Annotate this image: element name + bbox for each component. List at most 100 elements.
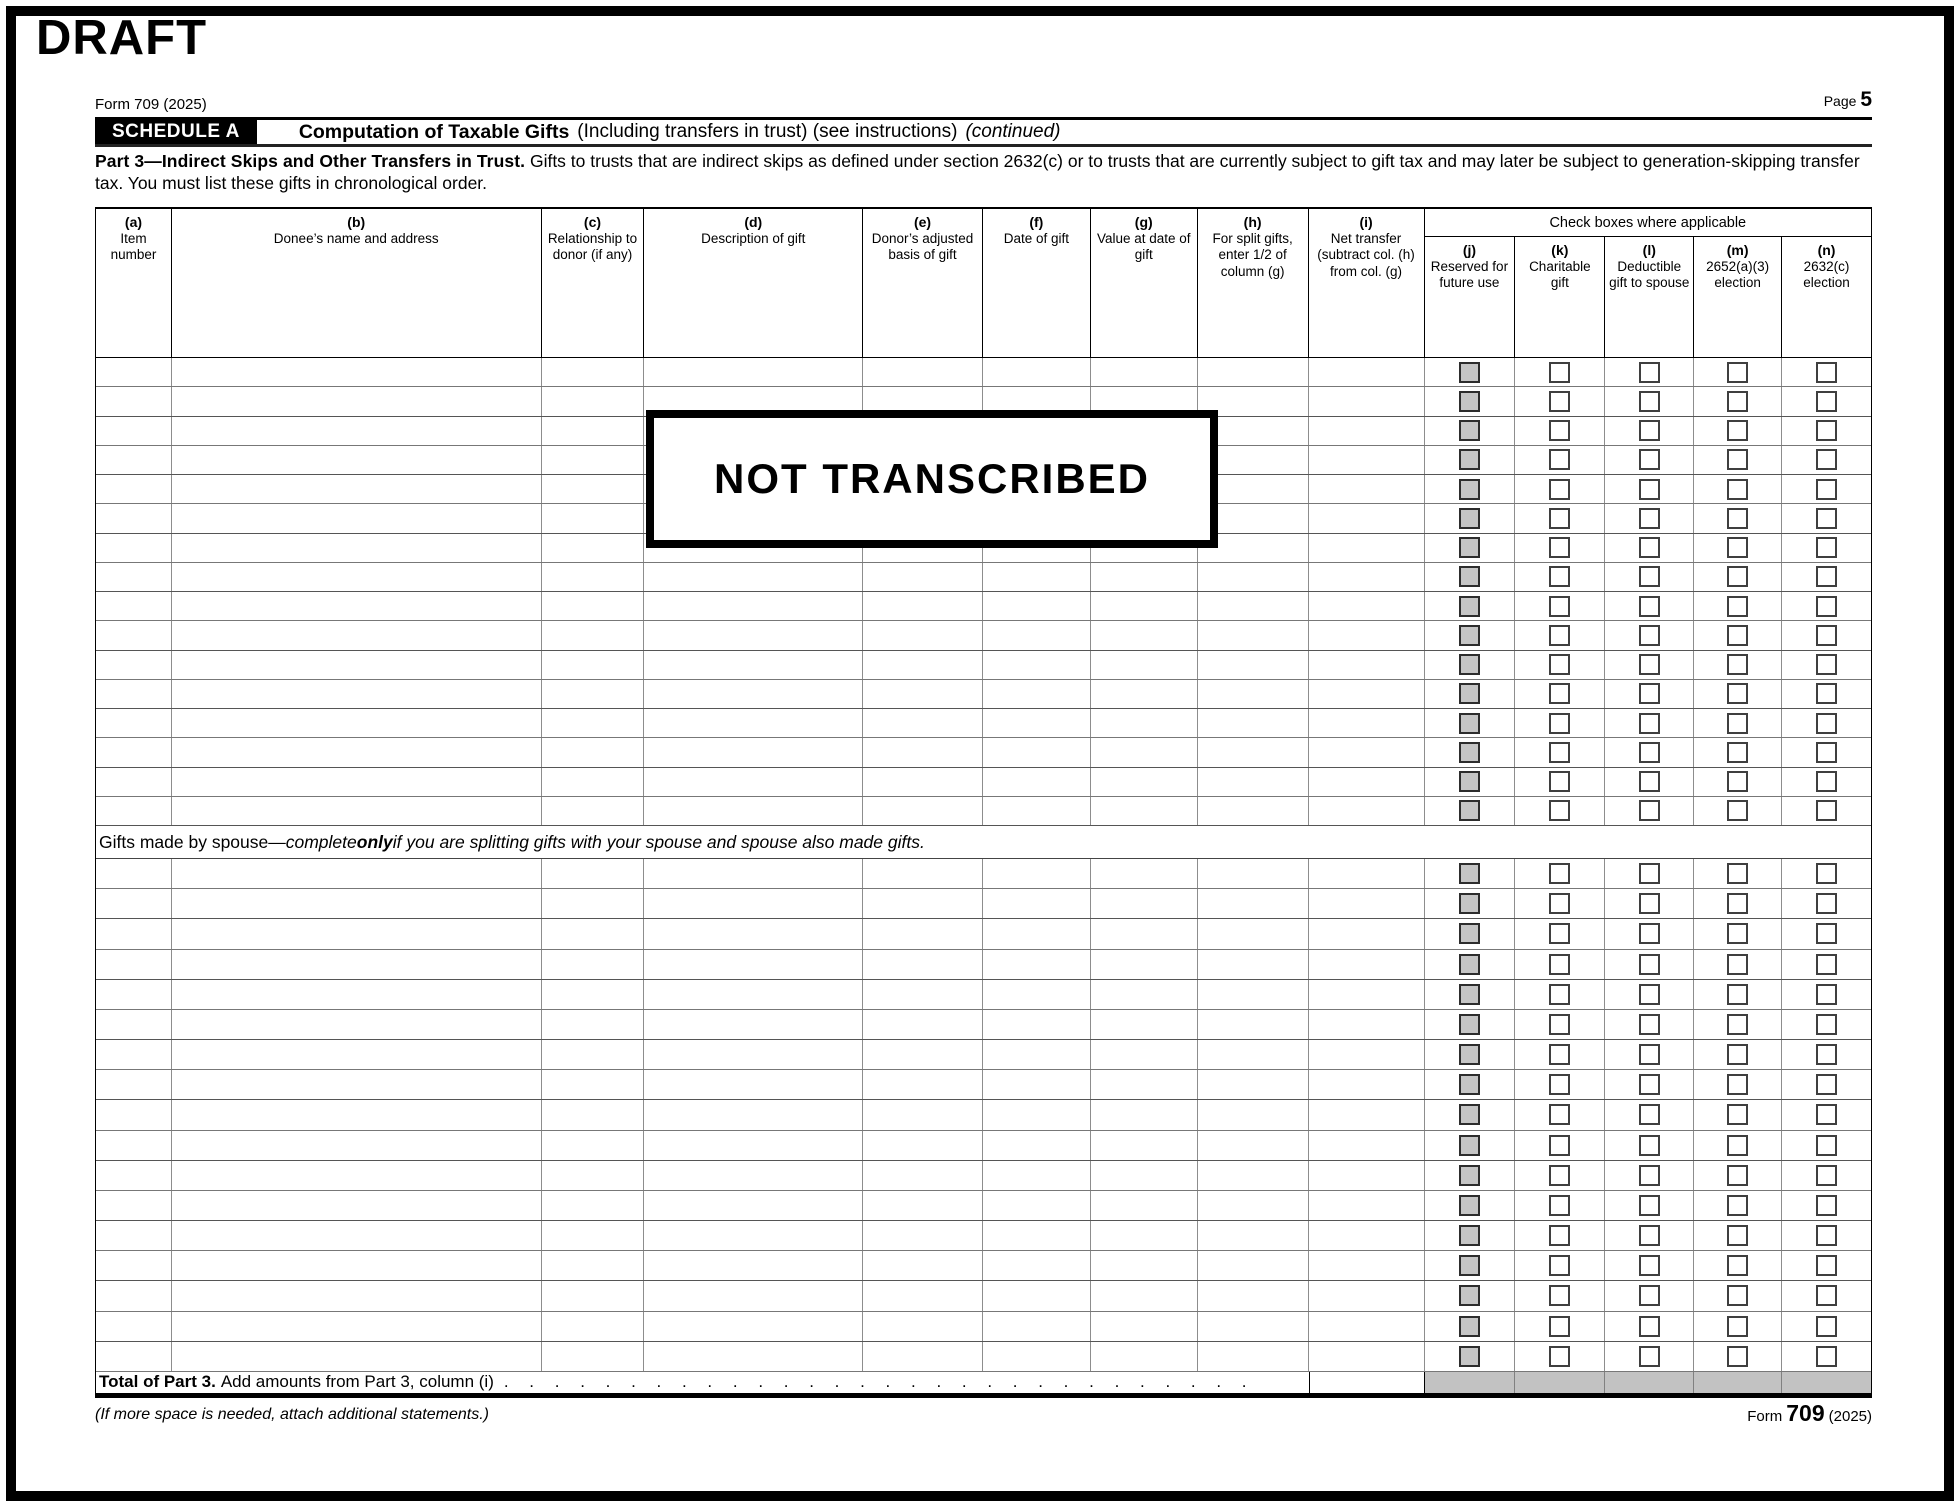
cell-c-top-row5[interactable] — [542, 475, 645, 504]
cell-h-spouse-row12[interactable] — [1198, 1190, 1309, 1221]
cell-f-spouse-row13[interactable] — [983, 1221, 1091, 1251]
checkbox-k-top-row13[interactable] — [1549, 712, 1571, 734]
checkbox-n-spouse-row11[interactable] — [1816, 1164, 1838, 1186]
cell-a-top-row9[interactable] — [96, 592, 172, 621]
checkbox-m-top-row3[interactable] — [1727, 420, 1749, 442]
cell-g-spouse-row11[interactable] — [1091, 1160, 1198, 1190]
cell-g-spouse-row7[interactable] — [1091, 1040, 1198, 1070]
checkbox-l-top-row5[interactable] — [1638, 478, 1660, 500]
cell-i-spouse-row14[interactable] — [1309, 1251, 1425, 1281]
cell-i-top-row3[interactable] — [1309, 416, 1425, 445]
cell-d-top-row1[interactable] — [644, 358, 864, 387]
cell-f-top-row9[interactable] — [983, 592, 1091, 621]
cell-e-top-row13[interactable] — [863, 709, 983, 738]
cell-g-top-row9[interactable] — [1091, 592, 1198, 621]
cell-h-top-row12[interactable] — [1198, 679, 1309, 708]
cell-a-top-row4[interactable] — [96, 445, 172, 474]
checkbox-m-top-row13[interactable] — [1727, 712, 1749, 734]
cell-c-spouse-row6[interactable] — [542, 1009, 645, 1040]
checkbox-l-spouse-row13[interactable] — [1638, 1225, 1660, 1247]
cell-a-top-row2[interactable] — [96, 387, 172, 416]
cell-b-top-row8[interactable] — [172, 562, 542, 591]
cell-b-spouse-row4[interactable] — [172, 949, 542, 979]
cell-b-top-row11[interactable] — [172, 650, 542, 679]
cell-f-top-row16[interactable] — [983, 796, 1091, 825]
cell-e-spouse-row13[interactable] — [863, 1221, 983, 1251]
cell-b-top-row15[interactable] — [172, 767, 542, 796]
checkbox-m-top-row6[interactable] — [1727, 507, 1749, 529]
checkbox-n-spouse-row4[interactable] — [1816, 953, 1838, 975]
cell-a-spouse-row5[interactable] — [96, 979, 172, 1009]
cell-i-top-row1[interactable] — [1309, 358, 1425, 387]
cell-d-spouse-row4[interactable] — [644, 949, 864, 979]
checkbox-l-top-row14[interactable] — [1638, 741, 1660, 763]
checkbox-l-spouse-row9[interactable] — [1638, 1104, 1660, 1126]
cell-d-top-row2[interactable] — [644, 387, 864, 416]
cell-a-spouse-row3[interactable] — [96, 919, 172, 949]
checkbox-k-spouse-row13[interactable] — [1549, 1225, 1571, 1247]
cell-f-top-row13[interactable] — [983, 709, 1091, 738]
cell-a-spouse-row14[interactable] — [96, 1251, 172, 1281]
cell-b-spouse-row16[interactable] — [172, 1311, 542, 1341]
cell-f-top-row15[interactable] — [983, 767, 1091, 796]
cell-b-spouse-row14[interactable] — [172, 1251, 542, 1281]
cell-e-top-row9[interactable] — [863, 592, 983, 621]
cell-b-top-row6[interactable] — [172, 504, 542, 533]
cell-f-spouse-row3[interactable] — [983, 919, 1091, 949]
cell-f-spouse-row12[interactable] — [983, 1190, 1091, 1221]
checkbox-k-top-row8[interactable] — [1549, 566, 1571, 588]
checkbox-k-spouse-row16[interactable] — [1549, 1315, 1571, 1337]
cell-g-spouse-row1[interactable] — [1091, 859, 1198, 889]
cell-a-top-row15[interactable] — [96, 767, 172, 796]
cell-i-top-row15[interactable] — [1309, 767, 1425, 796]
checkbox-k-top-row12[interactable] — [1549, 683, 1571, 705]
cell-g-spouse-row5[interactable] — [1091, 979, 1198, 1009]
checkbox-n-spouse-row5[interactable] — [1816, 983, 1838, 1005]
checkbox-k-top-row1[interactable] — [1549, 361, 1571, 383]
cell-d-spouse-row13[interactable] — [644, 1221, 864, 1251]
cell-d-spouse-row8[interactable] — [644, 1070, 864, 1100]
checkbox-l-spouse-row2[interactable] — [1638, 893, 1660, 915]
cell-f-top-row8[interactable] — [983, 562, 1091, 591]
checkbox-n-spouse-row8[interactable] — [1816, 1074, 1838, 1096]
checkbox-n-top-row4[interactable] — [1816, 449, 1838, 471]
checkbox-m-top-row2[interactable] — [1727, 390, 1749, 412]
cell-e-spouse-row15[interactable] — [863, 1281, 983, 1311]
cell-h-spouse-row3[interactable] — [1198, 919, 1309, 949]
checkbox-l-top-row16[interactable] — [1638, 800, 1660, 822]
cell-d-spouse-row15[interactable] — [644, 1281, 864, 1311]
checkbox-l-top-row7[interactable] — [1638, 537, 1660, 559]
cell-b-spouse-row9[interactable] — [172, 1100, 542, 1130]
checkbox-m-top-row4[interactable] — [1727, 449, 1749, 471]
cell-d-top-row8[interactable] — [644, 562, 864, 591]
cell-b-spouse-row6[interactable] — [172, 1009, 542, 1040]
cell-d-top-row16[interactable] — [644, 796, 864, 825]
cell-h-top-row8[interactable] — [1198, 562, 1309, 591]
cell-b-top-row13[interactable] — [172, 709, 542, 738]
checkbox-k-spouse-row17[interactable] — [1549, 1345, 1571, 1367]
cell-e-top-row1[interactable] — [863, 358, 983, 387]
cell-b-top-row16[interactable] — [172, 796, 542, 825]
cell-c-spouse-row11[interactable] — [542, 1160, 645, 1190]
cell-h-top-row3[interactable] — [1198, 416, 1309, 445]
checkbox-k-top-row4[interactable] — [1549, 449, 1571, 471]
cell-d-spouse-row11[interactable] — [644, 1160, 864, 1190]
cell-b-spouse-row12[interactable] — [172, 1190, 542, 1221]
cell-e-spouse-row3[interactable] — [863, 919, 983, 949]
checkbox-n-top-row16[interactable] — [1816, 800, 1838, 822]
cell-d-spouse-row17[interactable] — [644, 1341, 864, 1371]
cell-h-spouse-row16[interactable] — [1198, 1311, 1309, 1341]
cell-h-top-row16[interactable] — [1198, 796, 1309, 825]
cell-h-top-row14[interactable] — [1198, 738, 1309, 767]
cell-f-spouse-row8[interactable] — [983, 1070, 1091, 1100]
cell-c-spouse-row10[interactable] — [542, 1130, 645, 1160]
cell-d-spouse-row7[interactable] — [644, 1040, 864, 1070]
cell-d-top-row15[interactable] — [644, 767, 864, 796]
cell-f-spouse-row2[interactable] — [983, 889, 1091, 919]
cell-a-top-row7[interactable] — [96, 533, 172, 562]
cell-d-spouse-row1[interactable] — [644, 859, 864, 889]
cell-e-spouse-row6[interactable] — [863, 1009, 983, 1040]
cell-i-spouse-row3[interactable] — [1309, 919, 1425, 949]
checkbox-n-top-row5[interactable] — [1816, 478, 1838, 500]
cell-d-spouse-row2[interactable] — [644, 889, 864, 919]
